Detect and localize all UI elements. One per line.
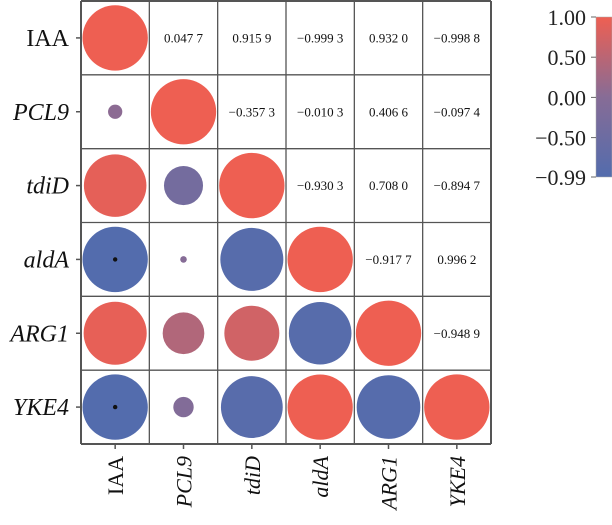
correlation-value: −0.097 4 <box>434 104 481 119</box>
significance-dot <box>112 404 118 410</box>
row-label: ARG1 <box>8 321 69 347</box>
correlation-value: −0.917 7 <box>365 252 412 267</box>
correlation-value: −0.010 3 <box>297 104 343 119</box>
colorbar-tick-label: 0.00 <box>548 85 587 110</box>
column-label: ARG1 <box>377 456 402 512</box>
correlation-value: 0.915 9 <box>232 30 271 45</box>
correlation-value: 0.406 6 <box>369 104 409 119</box>
correlation-circle <box>424 374 490 440</box>
correlation-value: 0.047 7 <box>164 30 204 45</box>
correlation-circle <box>180 256 187 263</box>
column-label: IAA <box>103 456 128 495</box>
correlation-circle <box>83 301 147 365</box>
correlation-value: 0.996 2 <box>437 252 476 267</box>
row-label: PCL9 <box>12 100 69 126</box>
correlation-value: −0.999 3 <box>297 30 343 45</box>
column-label: tdiD <box>240 456 265 495</box>
correlation-circle <box>173 396 194 418</box>
colorbar-tick-label: −0.99 <box>535 165 586 190</box>
correlation-circle <box>83 154 147 217</box>
colorbar-tick-label: 1.00 <box>548 5 587 30</box>
correlation-circle <box>162 312 205 355</box>
column-label: YKE4 <box>445 456 470 507</box>
correlation-circle <box>288 301 352 365</box>
correlation-circle <box>82 5 148 71</box>
correlation-value: 0.708 0 <box>369 178 408 193</box>
significance-dot <box>112 257 118 262</box>
correlation-value: −0.357 3 <box>229 104 275 119</box>
correlation-value: −0.948 9 <box>434 326 480 341</box>
row-label: tdiD <box>26 174 69 200</box>
colorbar-tick-label: −0.50 <box>535 126 586 151</box>
column-label: aldA <box>308 455 333 497</box>
correlation-circle <box>220 227 284 291</box>
correlation-circle <box>356 375 421 439</box>
correlation-value: −0.930 3 <box>297 178 343 193</box>
correlation-circle <box>224 305 280 361</box>
row-label: YKE4 <box>13 395 69 421</box>
correlation-circle <box>220 376 283 438</box>
colorbar-gradient <box>595 16 612 178</box>
correlation-circle <box>150 79 217 145</box>
correlation-value: −0.998 8 <box>434 30 480 45</box>
correlation-value: 0.932 0 <box>369 30 408 45</box>
row-label: IAA <box>26 26 69 52</box>
correlation-value: −0.894 7 <box>434 178 481 193</box>
correlation-circle <box>163 166 204 206</box>
column-label: PCL9 <box>172 456 197 508</box>
row-label: aldA <box>24 247 70 273</box>
colorbar: 1.00 0.50 0.00 −0.50 −0.99 <box>535 5 612 190</box>
correlation-circle <box>355 300 422 366</box>
colorbar-tick-label: 0.50 <box>548 45 587 70</box>
correlation-circle <box>287 226 353 293</box>
correlation-circle <box>287 374 353 440</box>
correlation-circle <box>219 152 285 219</box>
correlation-circle <box>108 104 123 119</box>
